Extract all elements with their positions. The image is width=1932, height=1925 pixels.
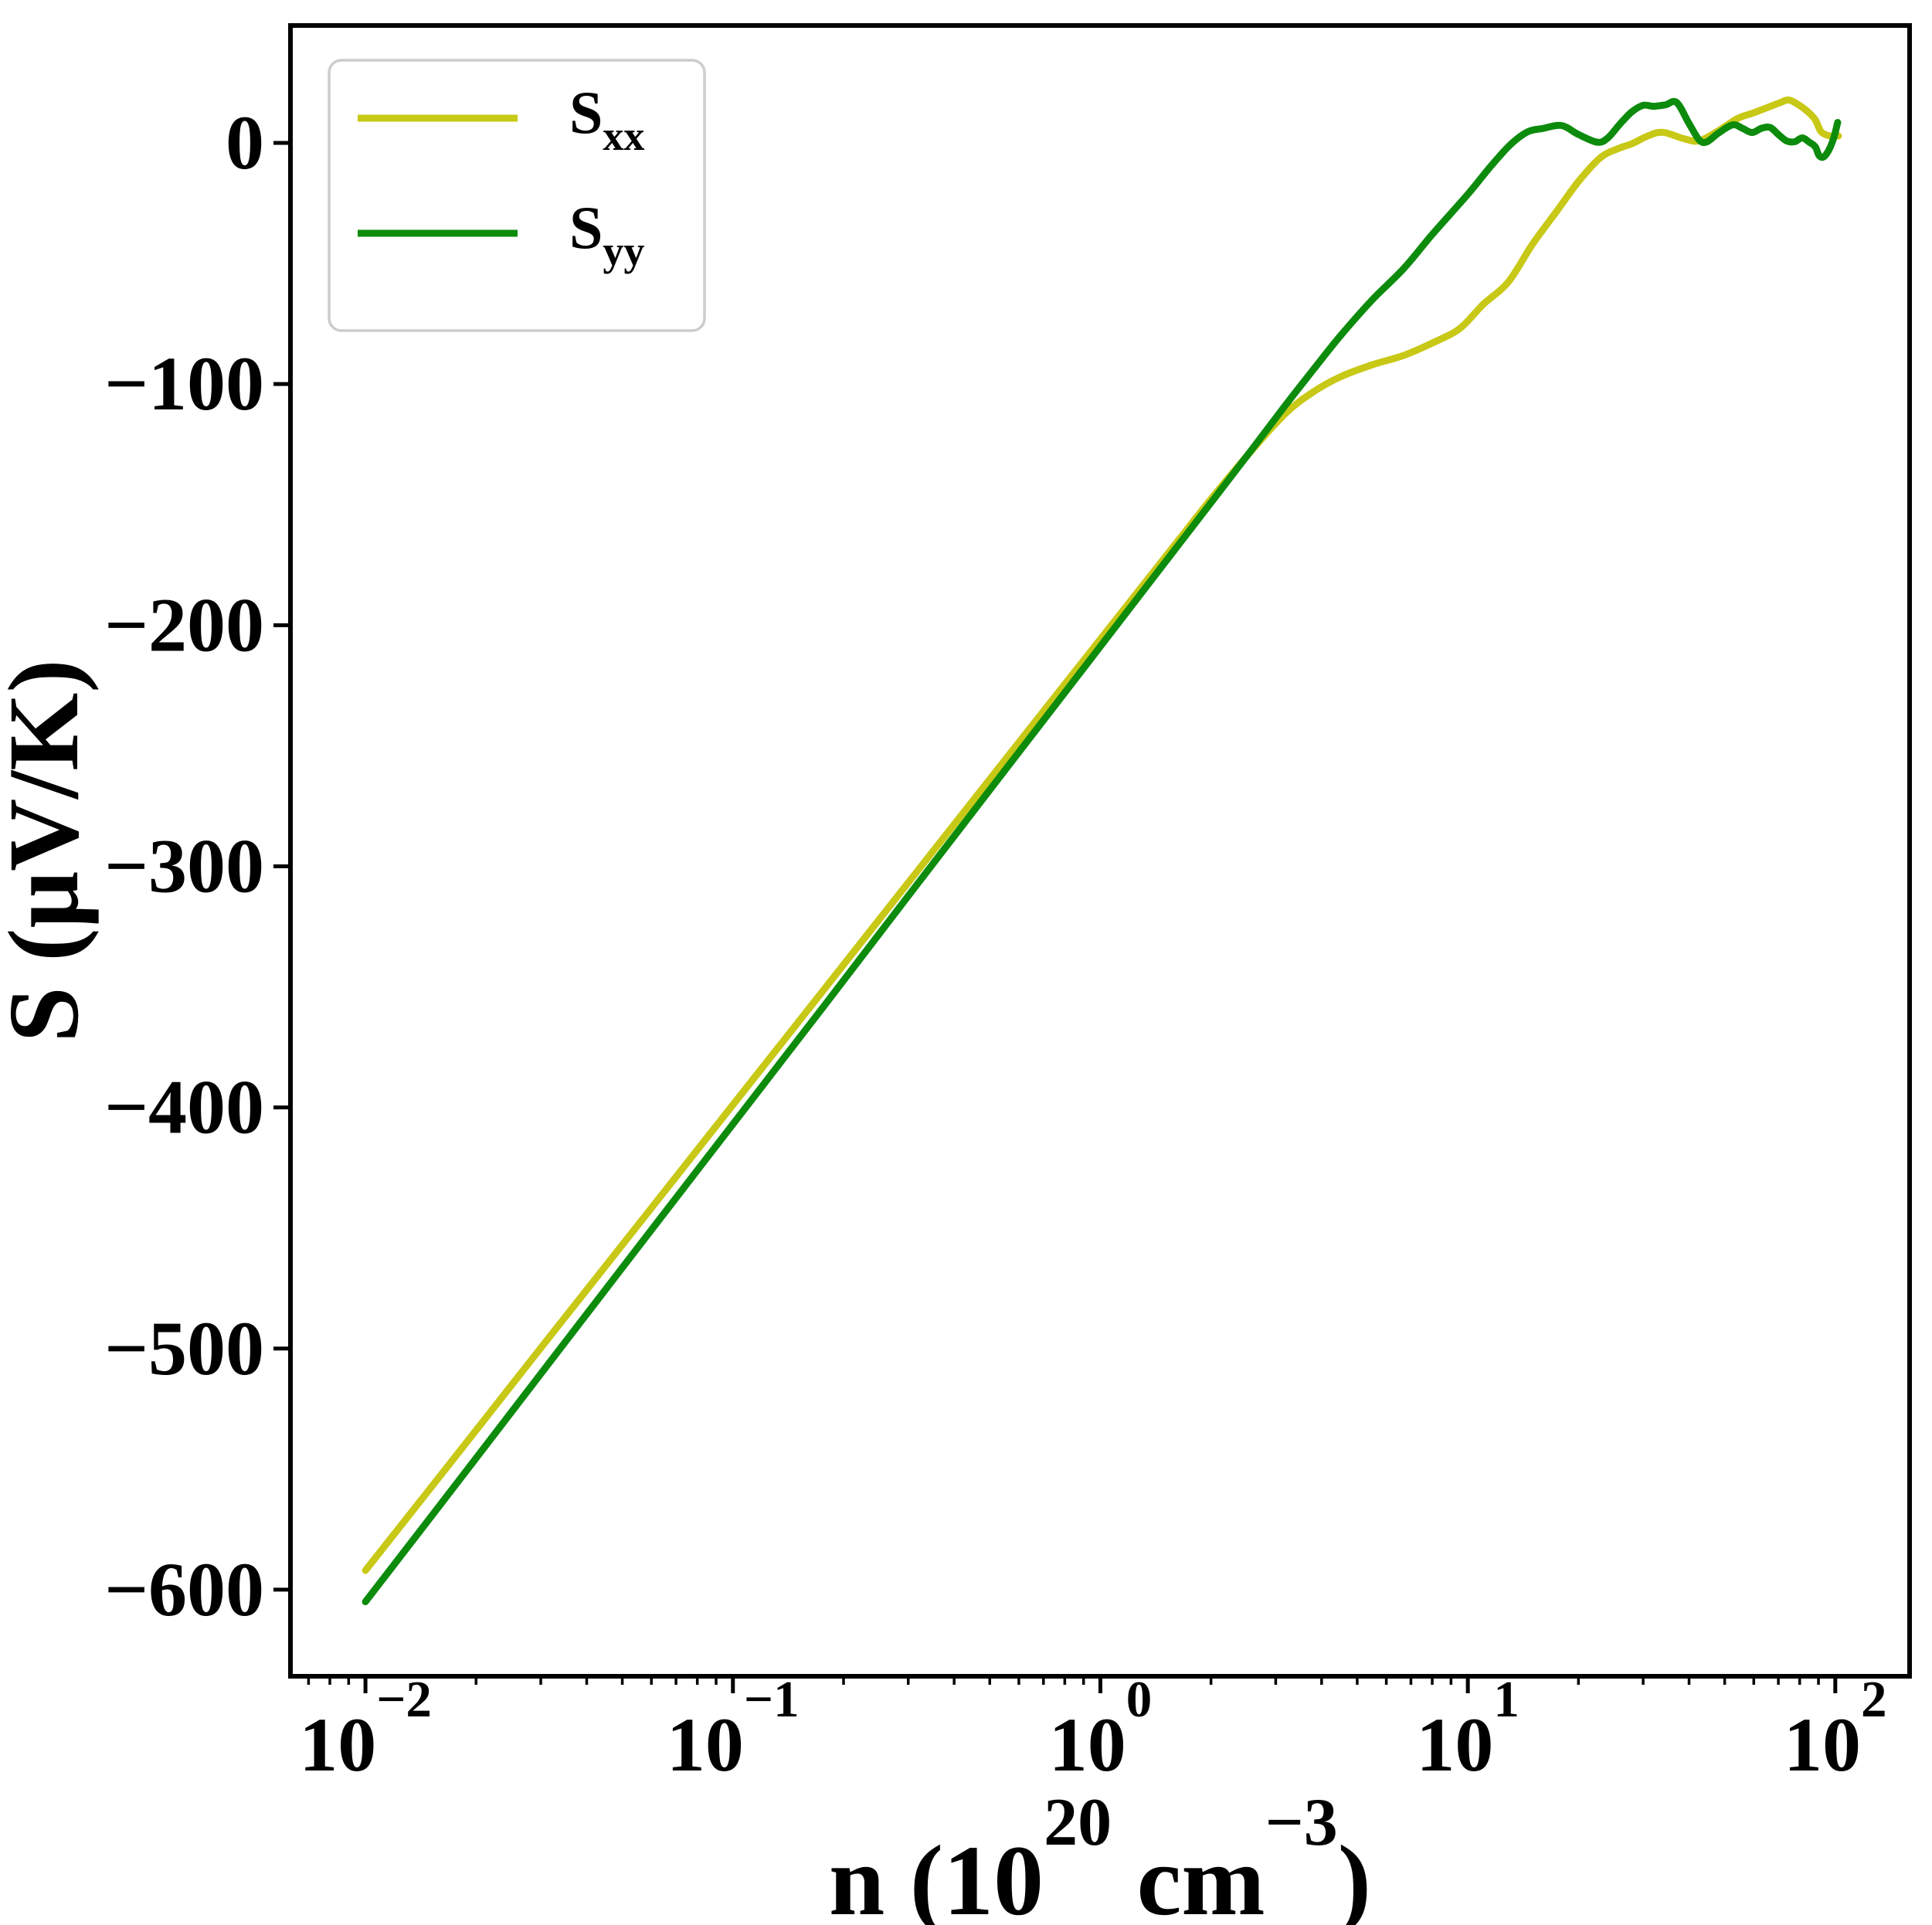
x-axis-tick-label: 100 bbox=[1049, 1671, 1153, 1788]
x-axis-label: n (1020 cm−3) bbox=[829, 1785, 1371, 1925]
series-group bbox=[362, 96, 1842, 1605]
series-syy-curve bbox=[362, 97, 1842, 1605]
y-axis-tick-label: −400 bbox=[104, 1064, 264, 1150]
plot-frame bbox=[288, 23, 1912, 1679]
legend-box bbox=[328, 59, 706, 332]
x-axis: 10−2 10−1 100 101 102 bbox=[299, 1671, 1886, 1788]
x-axis-tick-label: 102 bbox=[1784, 1671, 1887, 1788]
x-axis-tick-label: 101 bbox=[1416, 1671, 1519, 1788]
y-axis-tick-label: 0 bbox=[226, 100, 264, 185]
x-axis-tick-label: 10−1 bbox=[667, 1671, 800, 1788]
y-axis-tick-label: −100 bbox=[104, 341, 264, 426]
y-axis-tick-label: −300 bbox=[104, 823, 264, 908]
y-axis-label: S (μV/K) bbox=[0, 659, 100, 1042]
y-axis-tick-label: −200 bbox=[104, 582, 264, 667]
y-axis-tick-label: −500 bbox=[104, 1305, 264, 1391]
legend: Sxx Syy bbox=[328, 59, 706, 332]
x-axis-tick-label: 10−2 bbox=[299, 1671, 432, 1788]
y-axis: 0 −100 −200 −300 −400 −500 −600 bbox=[104, 100, 290, 1632]
legend-label-sxx: Sxx bbox=[569, 79, 644, 159]
series-sxx-curve bbox=[362, 96, 1842, 1574]
legend-label-syy: Syy bbox=[569, 194, 644, 274]
y-axis-tick-label: −600 bbox=[104, 1546, 264, 1632]
